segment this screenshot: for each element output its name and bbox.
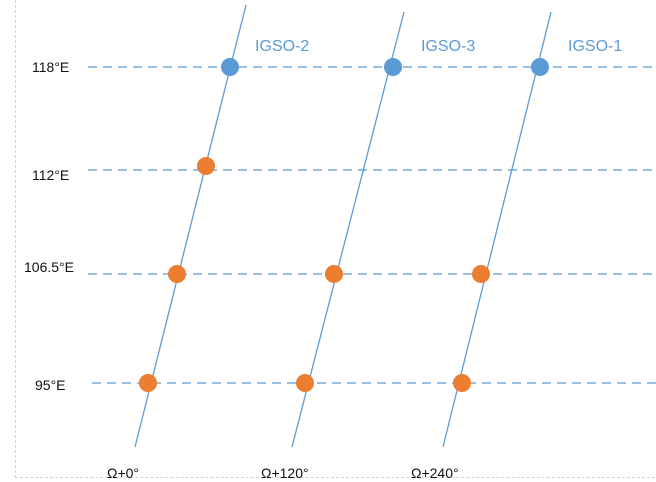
satellite-label-igso-2: IGSO-2 (255, 38, 309, 55)
crossing-dot-plane0-95 (139, 374, 157, 392)
plane-label-120: Ω+120° (261, 465, 309, 481)
longitude-label-112: 112°E (32, 167, 69, 183)
track-plane-120 (291, 11, 405, 448)
crossing-dot-plane0-106-5 (168, 265, 186, 283)
crossing-dot-plane240-106-5 (472, 265, 490, 283)
plane-label-240: Ω+240° (411, 465, 459, 481)
satellite-label-igso-3: IGSO-3 (421, 38, 475, 55)
plane-label-0: Ω+0° (107, 465, 139, 481)
crossing-dot-plane240-95 (453, 374, 471, 392)
satellite-label-igso-1: IGSO-1 (568, 38, 622, 55)
diagram-frame (15, 0, 655, 478)
longitude-label-106-5: 106.5°E (24, 259, 74, 275)
satellite-dot-igso-1 (531, 58, 549, 76)
longitude-label-118: 118°E (32, 59, 69, 75)
satellite-dot-igso-3 (384, 58, 402, 76)
track-plane-0 (134, 4, 247, 448)
crossing-dot-plane120-95 (296, 374, 314, 392)
crossing-dot-plane120-106-5 (325, 265, 343, 283)
crossing-dot-plane0-112 (197, 157, 215, 175)
satellite-dot-igso-2 (221, 58, 239, 76)
longitude-label-95: 95°E (35, 377, 66, 393)
